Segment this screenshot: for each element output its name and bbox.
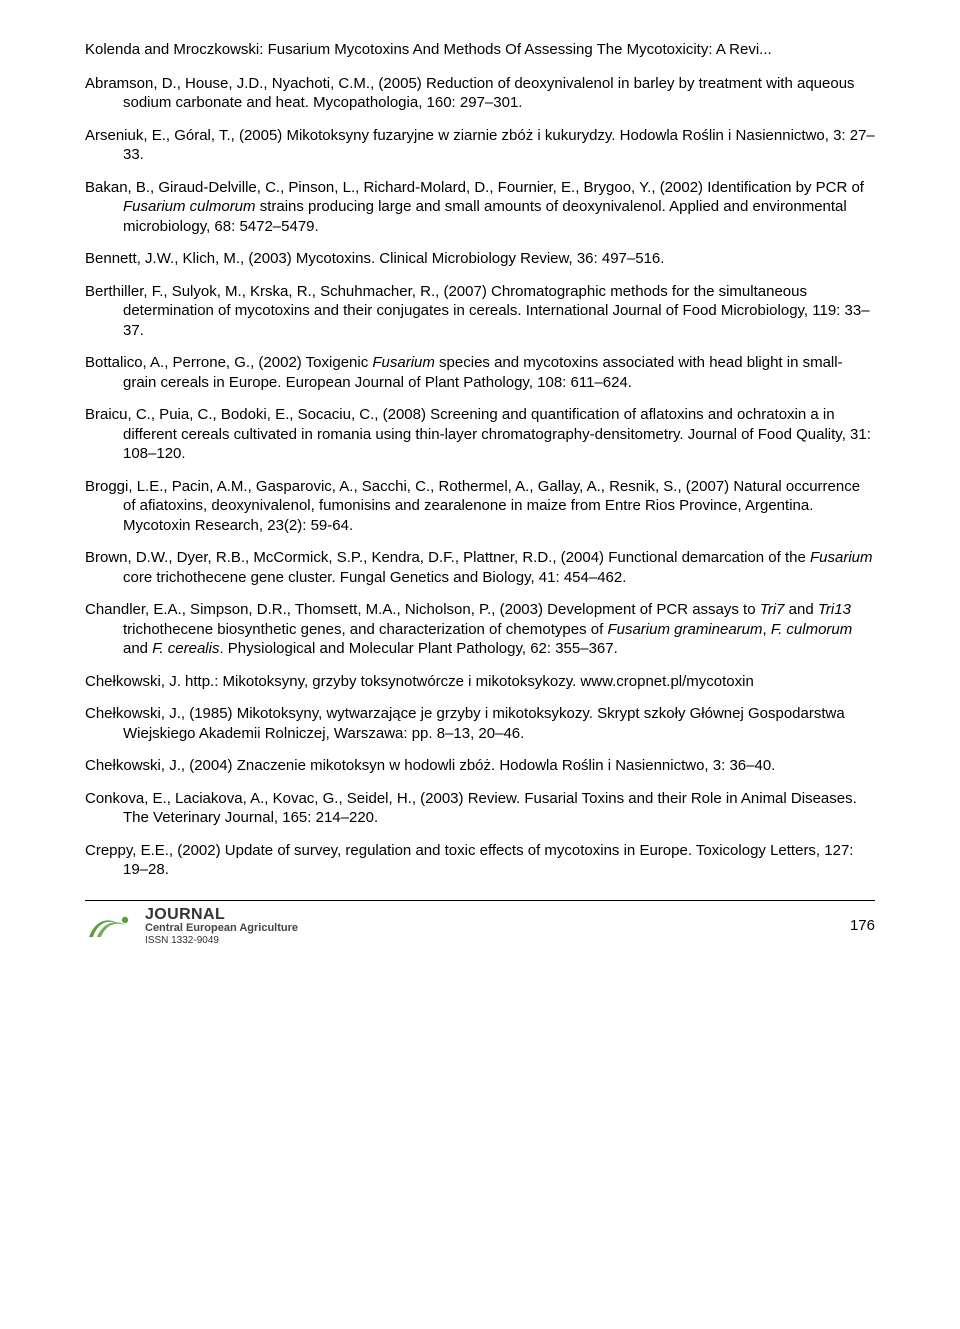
reference-entry: Chełkowski, J., (2004) Znaczenie mikotok… [85, 756, 875, 776]
page-number: 176 [850, 916, 875, 946]
reference-entry: Broggi, L.E., Pacin, A.M., Gasparovic, A… [85, 477, 875, 536]
journal-title: JOURNAL [145, 907, 298, 923]
references-list: Abramson, D., House, J.D., Nyachoti, C.M… [85, 74, 875, 880]
reference-entry: Braicu, C., Puia, C., Bodoki, E., Socaci… [85, 405, 875, 464]
running-header: Kolenda and Mroczkowski: Fusarium Mycoto… [85, 40, 875, 60]
reference-entry: Bottalico, A., Perrone, G., (2002) Toxig… [85, 353, 875, 392]
reference-entry: Creppy, E.E., (2002) Update of survey, r… [85, 841, 875, 880]
reference-entry: Bennett, J.W., Klich, M., (2003) Mycotox… [85, 249, 875, 269]
journal-logo-text: JOURNAL Central European Agriculture ISS… [145, 907, 298, 946]
reference-entry: Chełkowski, J., (1985) Mikotoksyny, wytw… [85, 704, 875, 743]
reference-entry: Bakan, B., Giraud-Delville, C., Pinson, … [85, 178, 875, 237]
reference-entry: Conkova, E., Laciakova, A., Kovac, G., S… [85, 789, 875, 828]
journal-icon [85, 911, 139, 941]
reference-entry: Chandler, E.A., Simpson, D.R., Thomsett,… [85, 600, 875, 659]
reference-entry: Chełkowski, J. http.: Mikotoksyny, grzyb… [85, 672, 875, 692]
reference-entry: Arseniuk, E., Góral, T., (2005) Mikotoks… [85, 126, 875, 165]
journal-logo: JOURNAL Central European Agriculture ISS… [85, 907, 298, 946]
reference-entry: Brown, D.W., Dyer, R.B., McCormick, S.P.… [85, 548, 875, 587]
page-footer: JOURNAL Central European Agriculture ISS… [85, 900, 875, 946]
reference-entry: Berthiller, F., Sulyok, M., Krska, R., S… [85, 282, 875, 341]
journal-subtitle: Central European Agriculture [145, 923, 298, 934]
journal-issn: ISSN 1332-9049 [145, 936, 298, 946]
reference-entry: Abramson, D., House, J.D., Nyachoti, C.M… [85, 74, 875, 113]
